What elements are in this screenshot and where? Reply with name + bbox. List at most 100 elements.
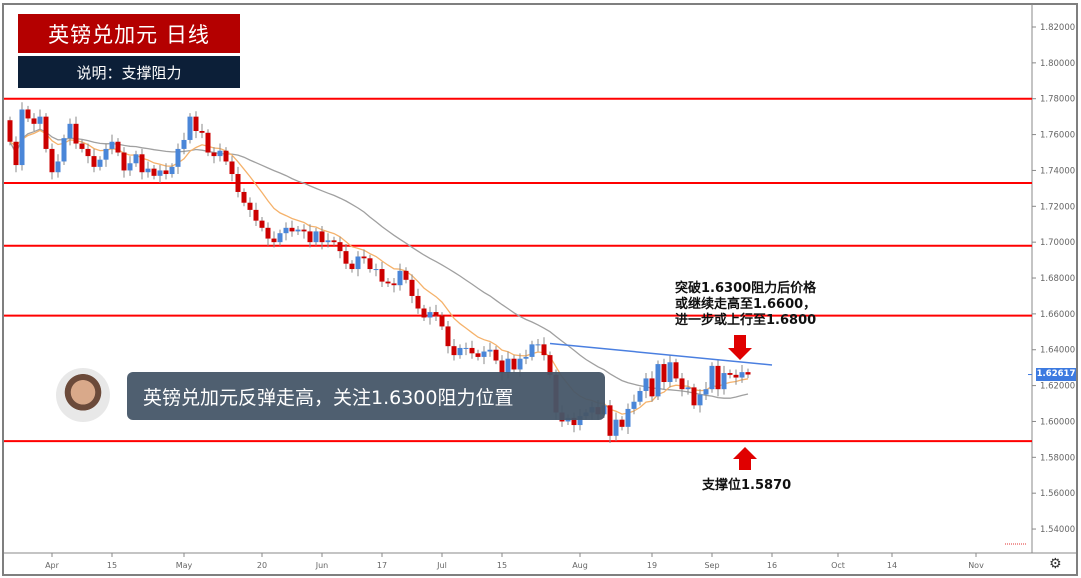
candle-body: [703, 389, 709, 395]
y-tick-label: 1.54000: [1040, 525, 1075, 535]
candle-body: [673, 362, 679, 379]
candle-body: [7, 120, 13, 142]
x-tick-label: 14: [887, 561, 897, 570]
candle-body: [679, 378, 685, 390]
candle-body: [157, 170, 163, 176]
candle-body: [619, 419, 625, 427]
candle-body: [625, 408, 631, 427]
up-arrow-icon: [733, 447, 757, 470]
candle-body: [319, 231, 325, 243]
candle-body: [511, 358, 517, 370]
headline-text: 英镑兑加元反弹走高，关注1.6300阻力位置: [143, 386, 514, 409]
x-tick-label: Jun: [315, 561, 329, 570]
candle-body: [247, 202, 253, 210]
gear-icon[interactable]: ⚙: [1049, 556, 1062, 572]
y-tick-label: 1.74000: [1040, 166, 1075, 176]
candle-body: [211, 152, 217, 157]
candle-body: [295, 229, 301, 232]
candle-body: [745, 372, 751, 375]
x-tick-label: 19: [647, 561, 657, 570]
candle-body: [505, 358, 511, 374]
candle-body: [517, 358, 523, 370]
candle-body: [331, 240, 337, 243]
candle-body: [427, 312, 433, 318]
candle-body: [163, 170, 169, 175]
candle-body: [133, 154, 139, 164]
candle-body: [109, 141, 115, 149]
candle-body: [403, 270, 409, 280]
candle-body: [103, 148, 109, 160]
candle-body: [637, 390, 643, 402]
candle-body: [457, 347, 463, 356]
x-tick-label: Apr: [45, 561, 60, 570]
candle-body: [367, 258, 373, 270]
candle-body: [541, 344, 547, 356]
x-tick-label: Aug: [572, 561, 588, 570]
candle-body: [499, 360, 505, 374]
candle-body: [661, 364, 667, 383]
candle-body: [439, 315, 445, 327]
candle-body: [487, 349, 493, 352]
candle-body: [463, 347, 469, 349]
candle-body: [85, 148, 91, 157]
candle-body: [529, 344, 535, 357]
candle-body: [115, 141, 121, 153]
candle-body: [475, 353, 481, 357]
candle-body: [667, 362, 673, 383]
candle-body: [205, 132, 211, 153]
y-tick-label: 1.80000: [1040, 59, 1075, 69]
candle-body: [409, 279, 415, 296]
candle-body: [181, 139, 187, 149]
candle-body: [289, 227, 295, 232]
candle-body: [43, 116, 49, 149]
candle-body: [535, 344, 541, 346]
candle-body: [481, 351, 487, 357]
candle-body: [415, 295, 421, 309]
chart-frame: [2, 3, 1078, 576]
candle-body: [145, 168, 151, 173]
candle-body: [97, 159, 103, 167]
candle-body: [91, 156, 97, 167]
y-tick-label: 1.58000: [1040, 453, 1075, 463]
x-tick-label: Jul: [436, 561, 447, 570]
candle-body: [19, 109, 25, 166]
candle-body: [655, 364, 661, 397]
candle-body: [643, 378, 649, 391]
x-tick-label: 16: [767, 561, 777, 570]
candle-body: [325, 240, 331, 243]
support-note: 支撑位1.5870: [702, 478, 792, 493]
x-tick-label: 17: [377, 561, 387, 570]
candle-body: [361, 256, 367, 259]
x-tick-label: Sep: [704, 561, 719, 570]
candle-body: [709, 365, 715, 390]
candle-body: [217, 150, 223, 157]
resistance-note: 突破1.6300阻力后价格 或继续走高至1.6600， 进一步或上行至1.680…: [675, 281, 816, 329]
candle-body: [73, 123, 79, 144]
y-tick-label: 1.62000: [1040, 382, 1075, 392]
candle-body: [241, 191, 247, 203]
y-tick-label: 1.72000: [1040, 202, 1075, 212]
candle-body: [13, 141, 19, 166]
candle-body: [49, 148, 55, 173]
candle-body: [175, 148, 181, 167]
y-tick-label: 1.66000: [1040, 310, 1075, 320]
x-tick-label: May: [176, 561, 193, 570]
candle-body: [733, 374, 739, 378]
candle-body: [547, 355, 553, 375]
last-price-tag: 1.62617: [1036, 368, 1076, 381]
x-tick-label: 20: [257, 561, 267, 570]
candle-body: [715, 365, 721, 390]
candle-body: [253, 209, 259, 221]
resistance-note-line: 突破1.6300阻力后价格: [675, 281, 817, 296]
candle-body: [607, 405, 613, 436]
slow-moving-average: [9, 128, 749, 399]
presenter-avatar: [56, 368, 110, 422]
x-tick-label: Oct: [831, 561, 845, 570]
candle-body: [139, 154, 145, 173]
candle-body: [343, 251, 349, 264]
candle-body: [691, 387, 697, 406]
candle-body: [685, 387, 691, 390]
candle-body: [727, 373, 733, 375]
candle-body: [79, 143, 85, 149]
